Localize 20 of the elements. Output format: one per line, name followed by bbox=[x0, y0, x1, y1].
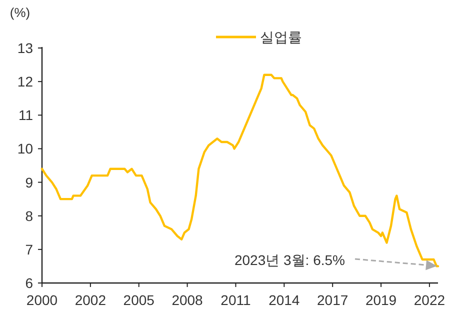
y-tick-label: 13 bbox=[17, 40, 34, 56]
y-tick-label: 9 bbox=[25, 174, 34, 190]
x-tick-label: 2017 bbox=[317, 292, 348, 308]
x-tick-label: 2005 bbox=[123, 292, 155, 308]
x-tick-label: 2002 bbox=[74, 292, 106, 308]
legend-label: 실업률 bbox=[260, 29, 302, 45]
annotation: 2023년 3월: 6.5% bbox=[234, 252, 345, 268]
x-tick-label: 2011 bbox=[220, 292, 251, 308]
y-tick-label: 10 bbox=[17, 140, 34, 157]
x-tick-label: 2000 bbox=[26, 292, 58, 308]
y-tick-label: 12 bbox=[17, 74, 34, 90]
y-tick-label: 7 bbox=[25, 241, 34, 258]
x-tick-label: 2022 bbox=[414, 292, 446, 308]
y-tick-label: 11 bbox=[18, 107, 34, 124]
y-tick-label: 8 bbox=[25, 208, 34, 224]
x-tick-label: 2019 bbox=[365, 292, 397, 308]
x-tick-label: 2008 bbox=[172, 292, 204, 308]
y-axis-title: (%) bbox=[10, 5, 30, 20]
y-tick-label: 6 bbox=[25, 275, 34, 291]
x-tick-label: 2014 bbox=[268, 292, 300, 308]
